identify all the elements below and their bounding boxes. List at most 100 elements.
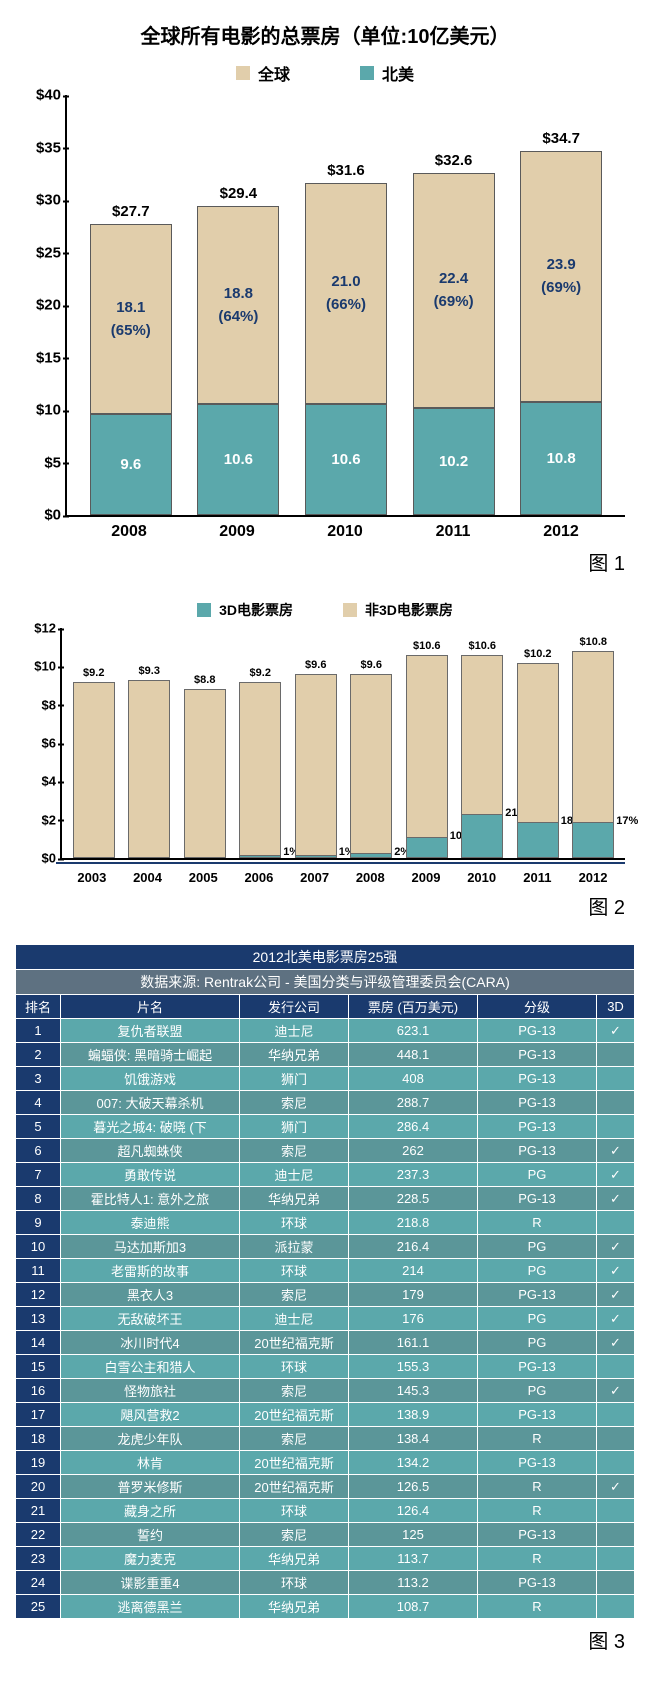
- table-cell: 16: [16, 1379, 61, 1403]
- column-header: 分级: [478, 995, 597, 1019]
- legend-swatch: [360, 66, 374, 80]
- y-tick: $30: [17, 192, 61, 209]
- table-cell: 龙虎少年队: [61, 1427, 240, 1451]
- table-cell: R: [478, 1427, 597, 1451]
- table-cell: 288.7: [349, 1091, 478, 1115]
- table-cell: R: [478, 1547, 597, 1571]
- bar-segment-non3d: [239, 682, 281, 857]
- table-cell: 无敌破坏王: [61, 1307, 240, 1331]
- table-cell: 228.5: [349, 1187, 478, 1211]
- table-cell: [597, 1115, 635, 1139]
- table-cell: 魔力麦克: [61, 1547, 240, 1571]
- table-cell: 普罗米修斯: [61, 1475, 240, 1499]
- table-row: 6超凡蜘蛛侠索尼262PG-13✓: [16, 1139, 635, 1163]
- movies-table: 2012北美电影票房25强数据来源: Rentrak公司 - 美国分类与评级管理…: [15, 944, 635, 1619]
- table-cell: 113.2: [349, 1571, 478, 1595]
- table-cell: 迪士尼: [240, 1019, 349, 1043]
- table-cell: 7: [16, 1163, 61, 1187]
- table-title-cell: 2012北美电影票房25强: [16, 945, 635, 970]
- legend-swatch: [236, 66, 250, 80]
- x-category: 2008: [88, 523, 170, 541]
- table-cell: 214: [349, 1259, 478, 1283]
- table-cell: 索尼: [240, 1523, 349, 1547]
- bar-column: $10.610%: [406, 655, 448, 858]
- table-cell: 暮光之城4: 破晓 (下: [61, 1115, 240, 1139]
- chart2-plot: $9.2$9.3$8.8$9.21%$9.61%$9.62%$10.610%$1…: [60, 628, 625, 860]
- y-tick: $5: [17, 454, 61, 471]
- table-row: 23魔力麦克华纳兄弟113.7R: [16, 1547, 635, 1571]
- legend-label: 3D电影票房: [219, 600, 293, 620]
- table-cell: PG-13: [478, 1115, 597, 1139]
- table-row: 20普罗米修斯20世纪福克斯126.5R✓: [16, 1475, 635, 1499]
- table-cell: PG: [478, 1379, 597, 1403]
- table-cell: 誓约: [61, 1523, 240, 1547]
- x-category: 2007: [294, 870, 336, 885]
- bar-column: $27.718.1(65%)9.6: [90, 224, 172, 515]
- legend-label: 非3D电影票房: [365, 600, 453, 620]
- x-category: 2008: [349, 870, 391, 885]
- table-cell: PG-13: [478, 1451, 597, 1475]
- table-cell: PG: [478, 1259, 597, 1283]
- table-cell: 20: [16, 1475, 61, 1499]
- table-cell: 超凡蜘蛛侠: [61, 1139, 240, 1163]
- table-cell: 索尼: [240, 1283, 349, 1307]
- bar-segment-na: 10.6: [197, 404, 279, 515]
- bar-column: $9.61%: [295, 674, 337, 858]
- table-cell: 10: [16, 1235, 61, 1259]
- table-row: 19林肯20世纪福克斯134.2PG-13: [16, 1451, 635, 1475]
- column-header: 3D: [597, 995, 635, 1019]
- legend-item: 全球: [236, 61, 290, 85]
- table-cell: 134.2: [349, 1451, 478, 1475]
- legend-label: 全球: [258, 61, 290, 85]
- y-tick: $35: [17, 139, 61, 156]
- table-cell: 19: [16, 1451, 61, 1475]
- table-cell: 108.7: [349, 1595, 478, 1619]
- table-cell: [597, 1451, 635, 1475]
- table-title-cell: 数据来源: Rentrak公司 - 美国分类与评级管理委员会(CARA): [16, 970, 635, 995]
- x-category: 2005: [182, 870, 224, 885]
- bar-total-label: $9.3: [128, 665, 170, 677]
- bar-total-label: $32.6: [413, 152, 495, 169]
- table-cell: 138.4: [349, 1427, 478, 1451]
- table-cell: 逃离德黑兰: [61, 1595, 240, 1619]
- table-cell: 22: [16, 1523, 61, 1547]
- table-cell: [597, 1403, 635, 1427]
- table-cell: 286.4: [349, 1115, 478, 1139]
- table-cell: 12: [16, 1283, 61, 1307]
- table-row: 12黑衣人3索尼179PG-13✓: [16, 1283, 635, 1307]
- table-cell: 马达加斯加3: [61, 1235, 240, 1259]
- table-cell: 448.1: [349, 1043, 478, 1067]
- legend-swatch: [197, 603, 211, 617]
- table-row: 4007: 大破天幕杀机索尼288.7PG-13: [16, 1091, 635, 1115]
- bar-segment-global: 18.8(64%): [197, 206, 279, 403]
- table-cell: 20世纪福克斯: [240, 1403, 349, 1427]
- table-row: 21藏身之所环球126.4R: [16, 1499, 635, 1523]
- y-tick: $12: [20, 621, 56, 636]
- legend-label: 北美: [382, 61, 414, 85]
- table-cell: 索尼: [240, 1139, 349, 1163]
- table-cell: 派拉蒙: [240, 1235, 349, 1259]
- bar-segment-global: 22.4(69%): [413, 173, 495, 408]
- y-tick: $8: [20, 697, 56, 712]
- bar-segment-3d: [406, 838, 448, 858]
- bar-segment-3d: [295, 856, 337, 858]
- table-cell: PG-13: [478, 1571, 597, 1595]
- table-cell: 24: [16, 1571, 61, 1595]
- table-cell: ✓: [597, 1331, 635, 1355]
- bar-total-label: $10.2: [517, 648, 559, 660]
- table-cell: 6: [16, 1139, 61, 1163]
- bar-segment-na: 10.6: [305, 404, 387, 515]
- table-cell: 176: [349, 1307, 478, 1331]
- bar-column: $29.418.8(64%)10.6: [197, 206, 279, 515]
- table-cell: 14: [16, 1331, 61, 1355]
- table-row: 7勇敢传说迪士尼237.3PG✓: [16, 1163, 635, 1187]
- chart1-plot: $27.718.1(65%)9.6$29.418.8(64%)10.6$31.6…: [65, 95, 625, 517]
- table-cell: 环球: [240, 1571, 349, 1595]
- table-cell: 21: [16, 1499, 61, 1523]
- table-cell: 4: [16, 1091, 61, 1115]
- table-cell: 华纳兄弟: [240, 1595, 349, 1619]
- bar-segment-global: 23.9(69%): [520, 151, 602, 402]
- table-cell: 华纳兄弟: [240, 1043, 349, 1067]
- x-category: 2003: [71, 870, 113, 885]
- y-tick: $10: [20, 659, 56, 674]
